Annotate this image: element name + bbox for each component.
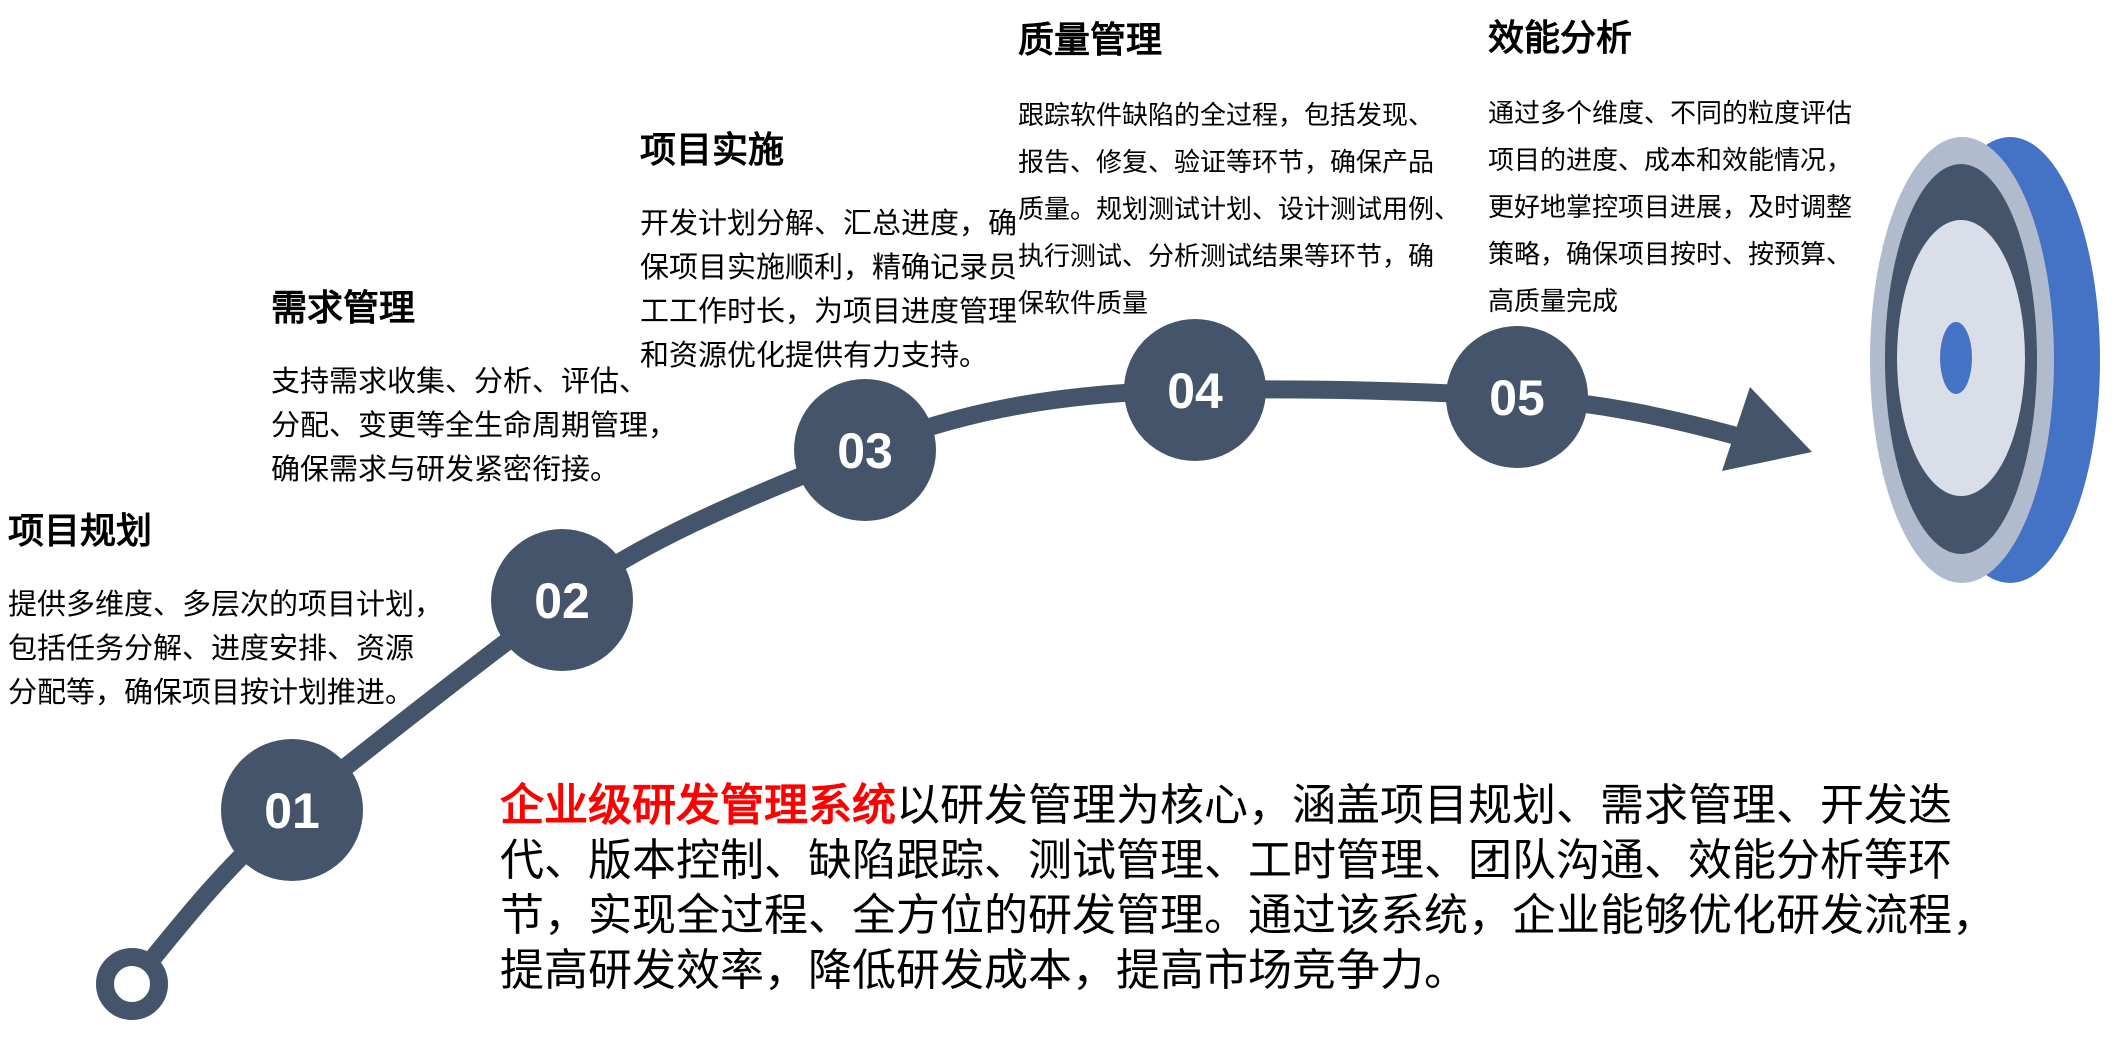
section-title: 项目实施 [640,129,785,170]
body-line: 开发计划分解、汇总进度，确 [640,208,1018,240]
body-line: 提供多维度、多层次的项目计划， [8,589,444,621]
step-number: 01 [264,783,320,839]
summary-text: 以研发管理为核心，涵盖项目规划、需求管理、开发迭 [896,781,1952,830]
step-circle-05: 05 [1446,326,1588,468]
target-icon [1870,137,2100,583]
body-line: 分配、变更等全生命周期管理， [271,410,678,442]
step-circle [794,379,936,521]
body-line: 保项目实施顺利，精确记录员 [640,252,1018,284]
body-line: 支持需求收集、分析、评估、 [271,366,649,398]
step-circle-02: 02 [491,529,633,671]
body-line: 执行测试、分析测试结果等环节，确 [1018,241,1435,271]
step-circle-04: 04 [1124,319,1266,461]
section-body: 通过多个维度、不同的粒度评估 项目的进度、成本和效能情况， 更好地掌控项目进展，… [1488,90,1852,325]
step-circle-01: 01 [221,739,363,881]
body-line: 项目的进度、成本和效能情况， [1488,145,1853,175]
section-body: 跟踪软件缺陷的全过程，包括发现、 报告、修复、验证等环节，确保产品 质量。规划测… [1018,92,1460,327]
section-body: 开发计划分解、汇总进度，确 保项目实施顺利，精确记录员 工工作时长，为项目进度管… [640,202,1017,378]
summary-line: 企业级研发管理系统以研发管理为核心，涵盖项目规划、需求管理、开发迭 [500,778,2060,833]
body-line: 保软件质量 [1018,288,1149,318]
body-line: 和资源优化提供有力支持。 [640,340,989,372]
target-bullseye-dot [1940,322,1972,394]
body-line: 分配等，确保项目按计划推进。 [8,677,415,709]
step-circle [221,739,363,881]
body-line: 更好地掌控项目进展，及时调整 [1488,192,1853,222]
body-line: 质量。规划测试计划、设计测试用例、 [1018,194,1461,224]
summary-highlight: 企业级研发管理系统 [500,781,896,830]
section-requirements-management: 需求管理 支持需求收集、分析、评估、 分配、变更等全生命周期管理， 确保需求与研… [271,286,677,492]
body-line: 策略，确保项目按时、按预算、 [1488,239,1853,269]
summary-line: 节，实现全过程、全方位的研发管理。通过该系统，企业能够优化研发流程， [500,891,1996,940]
section-title: 效能分析 [1488,17,1633,58]
body-line: 包括任务分解、进度安排、资源 [8,633,415,665]
body-line: 跟踪软件缺陷的全过程，包括发现、 [1018,100,1435,130]
section-body: 支持需求收集、分析、评估、 分配、变更等全生命周期管理， 确保需求与研发紧密衔接… [271,360,677,492]
body-line: 报告、修复、验证等环节，确保产品 [1018,147,1435,177]
step-number: 03 [837,423,893,479]
body-line: 高质量完成 [1488,286,1619,316]
body-line: 工工作时长，为项目进度管理 [640,296,1018,328]
step-number: 04 [1167,363,1223,419]
step-number: 05 [1489,370,1545,426]
section-project-planning: 项目规划 提供多维度、多层次的项目计划， 包括任务分解、进度安排、资源 分配等，… [8,509,443,715]
section-title: 质量管理 [1018,19,1163,60]
section-title: 需求管理 [271,287,416,328]
summary-line: 代、版本控制、缺陷跟踪、测试管理、工时管理、团队沟通、效能分析等环 [500,836,1952,885]
section-quality-management: 质量管理 跟踪软件缺陷的全过程，包括发现、 报告、修复、验证等环节，确保产品 质… [1018,18,1460,327]
section-project-implementation: 项目实施 开发计划分解、汇总进度，确 保项目实施顺利，精确记录员 工工作时长，为… [640,128,1017,378]
section-performance-analysis: 效能分析 通过多个维度、不同的粒度评估 项目的进度、成本和效能情况， 更好地掌控… [1488,16,1852,325]
start-ring-icon [96,948,168,1020]
step-circle [1446,326,1588,468]
section-body: 提供多维度、多层次的项目计划， 包括任务分解、进度安排、资源 分配等，确保项目按… [8,583,443,715]
body-line: 确保需求与研发紧密衔接。 [271,454,620,486]
summary-line: 提高研发效率，降低研发成本，提高市场竞争力。 [500,946,1468,995]
step-circle [1124,319,1266,461]
summary-paragraph: 企业级研发管理系统以研发管理为核心，涵盖项目规划、需求管理、开发迭 代、版本控制… [500,778,2060,998]
step-circle-03: 03 [794,379,936,521]
section-title: 项目规划 [8,510,153,551]
step-circle [491,529,633,671]
arrow-head-icon [1722,387,1812,471]
step-number: 02 [534,573,590,629]
body-line: 通过多个维度、不同的粒度评估 [1488,98,1853,128]
